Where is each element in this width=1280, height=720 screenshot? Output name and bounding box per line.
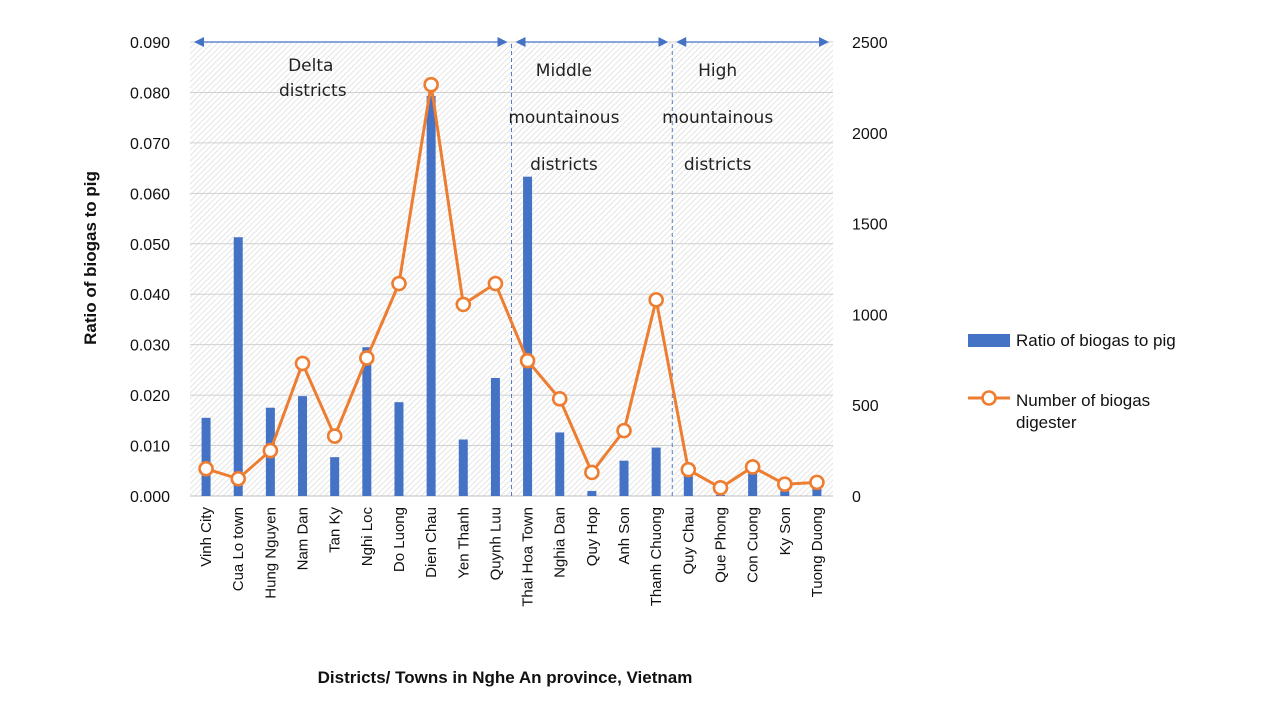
- line-marker: [198, 460, 214, 477]
- line-marker: [616, 422, 632, 439]
- y-tick-label: 0.050: [130, 237, 170, 254]
- x-tick-label: Tuong Duong: [809, 507, 826, 597]
- line-marker: [326, 428, 343, 444]
- x-tick-label: Que Phong: [712, 507, 729, 583]
- bar: [780, 490, 790, 496]
- line-marker: [294, 355, 311, 372]
- line-marker: [680, 461, 697, 478]
- bar: [362, 347, 372, 496]
- bar: [748, 470, 758, 496]
- line-marker: [487, 275, 504, 292]
- x-tick-label: Dien Chau: [423, 507, 440, 578]
- x-tick-label: Ky Son: [777, 507, 794, 555]
- x-tick-label: Tan Ky: [327, 507, 344, 553]
- region-label: Middle mountainous districts: [508, 61, 619, 175]
- bar: [426, 95, 436, 496]
- x-tick-label: Thanh Chuong: [648, 507, 665, 606]
- bar: [458, 439, 468, 496]
- line-marker: [809, 474, 825, 491]
- line-marker: [359, 350, 375, 366]
- y-tick-label: 0.000: [130, 489, 170, 506]
- x-axis-title: Districts/ Towns in Nghe An province, Vi…: [318, 668, 693, 687]
- bar: [651, 447, 661, 496]
- x-tick-label: Cua Lo town: [230, 507, 247, 591]
- y-tick-label: 0.030: [130, 338, 170, 355]
- region-label: High mountainous districts: [662, 61, 773, 175]
- y2-tick-label: 0: [852, 489, 861, 506]
- x-tick-label: Nam Dan: [295, 507, 312, 570]
- x-tick-label: Nghi Loc: [359, 507, 376, 567]
- line-marker: [391, 275, 407, 292]
- bar: [523, 176, 533, 497]
- y-tick-label: 0.040: [130, 287, 170, 304]
- y-tick-label: 0.070: [130, 136, 170, 153]
- bar: [298, 396, 308, 496]
- legend-label-bar: Ratio of biogas to pig: [1016, 331, 1176, 350]
- x-tick-label: Yen Thanh: [455, 507, 472, 579]
- region-label: Delta districts: [279, 56, 347, 101]
- line-marker: [519, 352, 536, 369]
- x-tick-label: Quy Chau: [680, 507, 697, 575]
- line-marker: [648, 292, 664, 308]
- x-tick-label: Hung Nguyen: [262, 507, 279, 599]
- legend-label-line: Number of biogas digester: [1016, 391, 1155, 432]
- legend-swatch-marker: [981, 390, 997, 406]
- x-tick-label: Quynh Luu: [487, 507, 504, 580]
- bar: [394, 402, 404, 496]
- x-tick-label: Do Luong: [391, 507, 408, 572]
- y2-tick-label: 1500: [852, 217, 888, 234]
- line-marker: [423, 76, 439, 93]
- bar: [683, 475, 693, 496]
- legend: Ratio of biogas to pig Number of biogas …: [968, 331, 1176, 432]
- bar: [490, 377, 500, 496]
- line-marker: [712, 480, 729, 496]
- bar: [587, 490, 597, 496]
- x-tick-label: Anh Son: [616, 507, 633, 565]
- bar: [555, 432, 565, 496]
- y-tick-label: 0.060: [130, 186, 170, 203]
- y2-tick-label: 2000: [852, 126, 888, 143]
- x-tick-label: Con Cuong: [745, 507, 762, 583]
- line-marker: [744, 459, 761, 475]
- legend-swatch-bar: [968, 334, 1010, 347]
- y-tick-label: 0.010: [130, 439, 170, 456]
- x-tick-label: Vinh City: [198, 507, 215, 567]
- x-tick-label: Quy Hop: [584, 507, 601, 566]
- x-tick-label: Thai Hoa Town: [520, 507, 537, 607]
- bar: [330, 457, 340, 496]
- line-marker: [584, 464, 600, 481]
- line-marker: [455, 296, 472, 313]
- bar: [619, 460, 629, 496]
- bar: [812, 485, 822, 496]
- x-tick-label: Nghia Dan: [552, 507, 569, 578]
- bar: [201, 417, 211, 496]
- y2-tick-label: 2500: [852, 35, 888, 52]
- line-marker: [230, 470, 247, 487]
- line-marker: [776, 476, 793, 492]
- line-marker: [262, 442, 279, 459]
- y-tick-label: 0.080: [130, 85, 170, 102]
- y-tick-label: 0.020: [130, 388, 170, 405]
- y-tick-label: 0.090: [130, 35, 170, 52]
- y-axis-title: Ratio of biogas to pig: [81, 171, 100, 345]
- y2-tick-label: 1000: [852, 307, 888, 324]
- bar: [233, 237, 243, 496]
- line-marker: [551, 391, 568, 407]
- y2-tick-label: 500: [852, 398, 879, 415]
